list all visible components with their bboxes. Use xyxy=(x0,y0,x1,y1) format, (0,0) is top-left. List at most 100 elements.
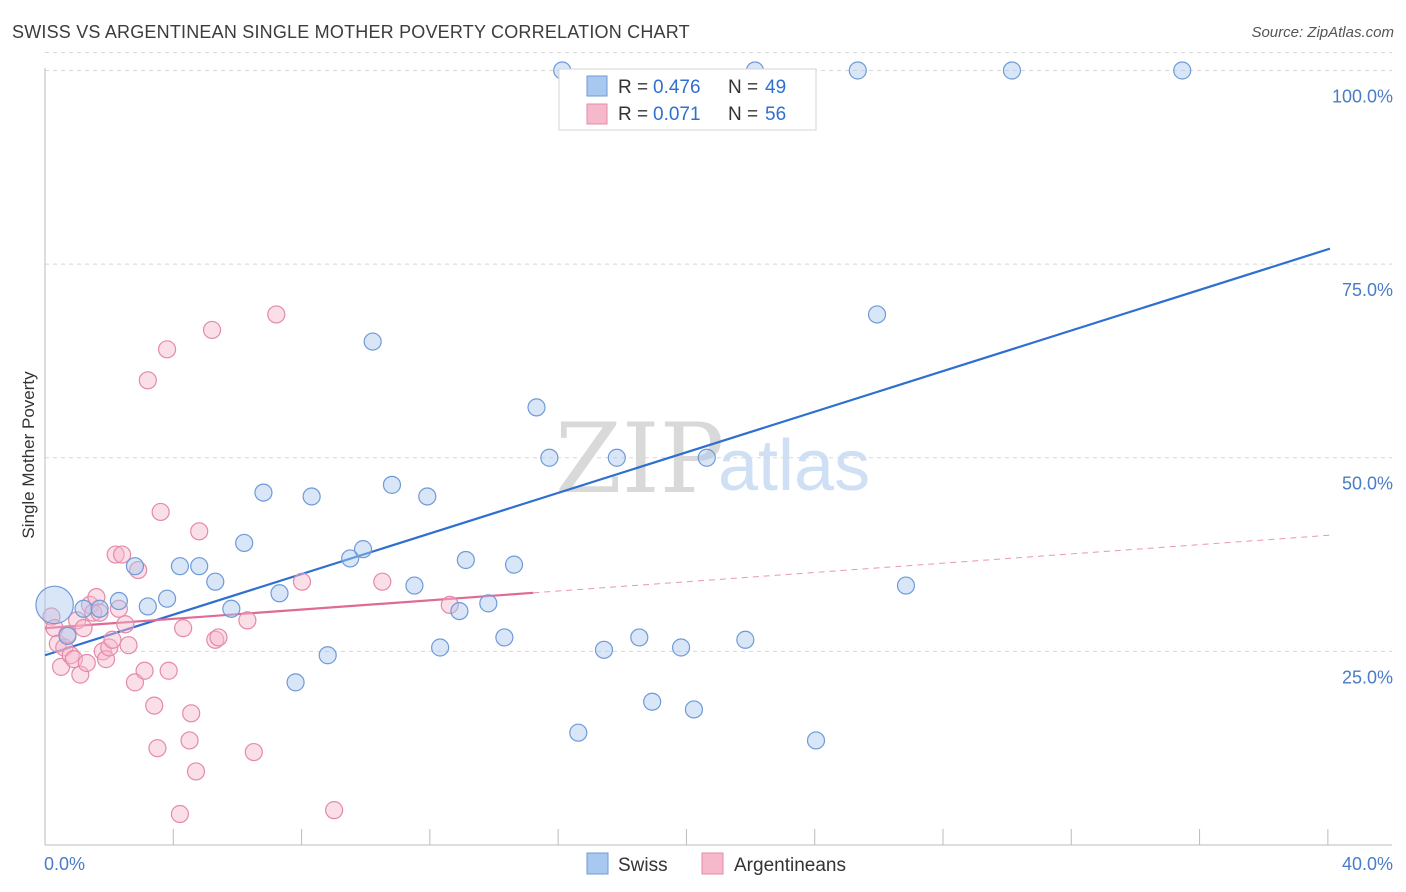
y-tick-label-1: 50.0% xyxy=(1342,474,1393,494)
swiss-point-44 xyxy=(848,61,867,80)
swiss-point-0 xyxy=(35,585,74,625)
trendlines xyxy=(44,247,1331,657)
swiss-point-27 xyxy=(479,594,498,613)
x-tick-label-0: 0.0% xyxy=(44,854,85,874)
argentineans-point-17 xyxy=(96,650,116,669)
legend-swatch-argentineans xyxy=(586,103,608,125)
legend-r-value-argentineans: 0.071 xyxy=(653,104,701,125)
argentineans-point-34 xyxy=(170,804,190,824)
watermark-atlas: atlas xyxy=(718,426,870,506)
argentineans-point-31 xyxy=(151,502,170,522)
argentineans-point-0 xyxy=(42,607,61,626)
bottom-legend-swiss: Swiss xyxy=(618,855,668,876)
argentineans-point-39 xyxy=(190,522,209,541)
argentineans-point-48 xyxy=(373,572,392,591)
argentineans-point-29 xyxy=(145,696,164,715)
argentineans-trendline xyxy=(44,591,534,630)
argentineans-point-36 xyxy=(180,731,199,750)
swiss-point-21 xyxy=(382,475,402,494)
swiss-point-8 xyxy=(170,557,190,576)
watermark: ZIP atlas xyxy=(555,403,870,515)
y-tick-label-3: 100.0% xyxy=(1332,86,1393,106)
swiss-point-30 xyxy=(527,398,546,417)
argentineans-points xyxy=(42,305,459,824)
swiss-point-25 xyxy=(450,601,469,621)
watermark-zip: ZIP xyxy=(555,403,724,515)
argentineans-point-22 xyxy=(112,545,132,564)
argentineans-point-43 xyxy=(238,611,257,630)
swiss-point-19 xyxy=(353,540,373,559)
legend-n-value-argentineans: 56 xyxy=(765,104,786,125)
legend-n-value-swiss: 49 xyxy=(765,77,786,98)
argentineans-point-41 xyxy=(206,630,225,649)
swiss-point-9 xyxy=(190,557,209,576)
swiss-points xyxy=(35,61,1192,750)
legend-r-label-swiss: R = xyxy=(618,77,648,98)
y-tick-labels: 25.0% 50.0% 75.0% 100.0% xyxy=(1332,86,1393,687)
swiss-point-31 xyxy=(540,448,559,467)
swiss-point-36 xyxy=(630,628,649,647)
swiss-point-48 xyxy=(1173,61,1192,80)
argentineans-point-32 xyxy=(157,340,177,359)
swiss-point-2 xyxy=(74,599,93,618)
argentineans-point-27 xyxy=(135,661,154,680)
bottom-legend-argentineans: Argentineans xyxy=(734,855,846,876)
swiss-point-29 xyxy=(504,555,524,574)
argentineans-point-49 xyxy=(440,595,459,615)
argentineans-point-20 xyxy=(106,545,125,564)
swiss-point-37 xyxy=(643,692,662,711)
swiss-point-23 xyxy=(418,487,437,506)
swiss-point-11 xyxy=(222,599,241,618)
swiss-trendline xyxy=(44,247,1331,657)
bottom-legend: Swiss Argentineans xyxy=(586,852,846,876)
argentineans-point-42 xyxy=(209,628,228,647)
swiss-point-3 xyxy=(90,599,109,618)
swiss-point-1 xyxy=(58,626,77,645)
y-axis-label: Single Mother Poverty xyxy=(19,371,38,539)
argentineans-point-10 xyxy=(74,619,93,638)
argentineans-point-30 xyxy=(148,739,167,758)
argentineans-point-40 xyxy=(202,320,222,340)
legend-box: R = 0.476 N = 49 R = 0.071 N = 56 xyxy=(558,68,817,131)
argentineans-point-21 xyxy=(109,599,128,618)
argentineans-point-9 xyxy=(71,665,90,684)
argentineans-point-38 xyxy=(186,762,206,781)
y-tick-label-0: 25.0% xyxy=(1342,667,1393,687)
swiss-point-40 xyxy=(697,448,716,467)
argentineans-point-11 xyxy=(77,653,96,673)
argentineans-point-46 xyxy=(292,572,312,591)
swiss-point-12 xyxy=(235,533,254,553)
argentineans-point-28 xyxy=(138,371,157,390)
swiss-point-5 xyxy=(125,557,145,576)
argentineans-point-23 xyxy=(116,615,135,634)
argentineans-point-19 xyxy=(103,630,122,649)
swiss-point-45 xyxy=(867,305,887,324)
swiss-point-28 xyxy=(495,628,514,647)
argentineans-point-44 xyxy=(244,742,263,762)
swiss-point-43 xyxy=(806,731,826,750)
swiss-point-10 xyxy=(206,572,225,591)
swiss-point-41 xyxy=(736,630,755,649)
swiss-point-13 xyxy=(254,483,273,502)
swiss-point-14 xyxy=(270,584,289,603)
legend-n-label-argentineans: N = xyxy=(728,104,758,125)
y-tick-label-2: 75.0% xyxy=(1342,280,1393,300)
swiss-point-17 xyxy=(318,646,337,665)
x-tick-labels: 0.0% 40.0% xyxy=(44,854,1393,874)
argentineans-trendline-extension xyxy=(533,534,1331,594)
argentineans-point-25 xyxy=(125,673,145,692)
swiss-point-18 xyxy=(341,549,360,568)
argentineans-point-14 xyxy=(87,588,106,607)
argentineans-point-37 xyxy=(182,704,201,723)
swiss-point-35 xyxy=(607,448,626,467)
swiss-point-26 xyxy=(456,550,475,570)
bottom-legend-swatch-argentineans xyxy=(701,852,724,875)
argentineans-point-47 xyxy=(325,801,344,820)
swiss-point-38 xyxy=(671,638,691,657)
x-tick-label-1: 40.0% xyxy=(1342,854,1393,874)
swiss-point-7 xyxy=(157,589,177,608)
legend-swatch-swiss xyxy=(586,75,608,97)
legend-r-value-swiss: 0.476 xyxy=(653,77,701,98)
argentineans-point-24 xyxy=(119,636,138,655)
